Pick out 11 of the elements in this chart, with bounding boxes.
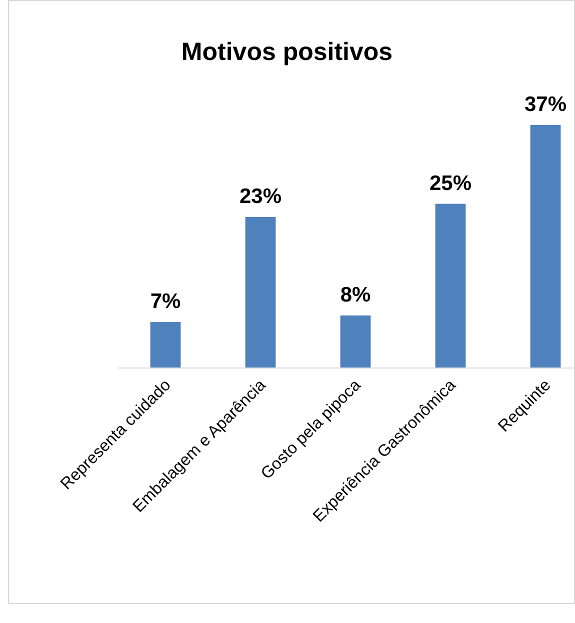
data-label: 25% — [429, 172, 472, 195]
chart-title: Motivos positivos — [181, 38, 393, 66]
data-label: 37% — [524, 93, 567, 116]
bar — [340, 315, 371, 368]
data-label: 7% — [150, 290, 181, 314]
bar — [150, 322, 181, 368]
data-label: 23% — [239, 184, 282, 208]
data-label: 8% — [340, 283, 371, 306]
bar — [435, 204, 466, 368]
bar — [530, 125, 561, 368]
bar — [245, 216, 276, 368]
